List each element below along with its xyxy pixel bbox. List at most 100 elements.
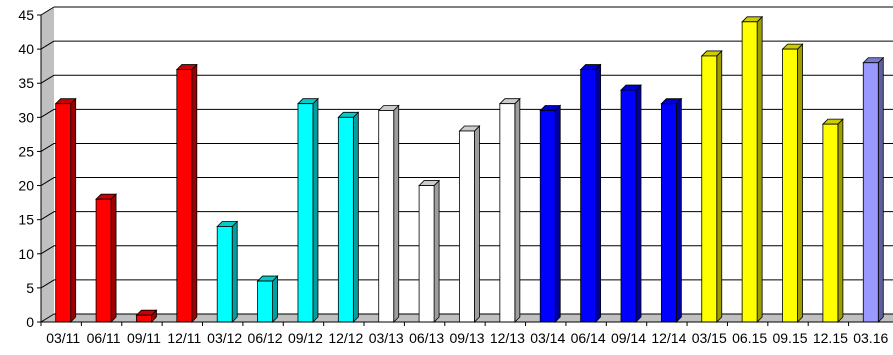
gridline-side: [40, 6, 55, 16]
bar-group: [418, 179, 441, 323]
bar: [176, 69, 193, 323]
bar-side: [474, 125, 480, 323]
bar-group: [135, 309, 158, 323]
bar-group: [296, 97, 319, 323]
gridline-side: [40, 279, 55, 289]
bar-side: [191, 63, 198, 323]
bar: [257, 280, 273, 323]
bar: [418, 185, 435, 323]
x-tick-label: 03/14: [530, 330, 565, 346]
x-tick-label: 06.15: [732, 330, 767, 346]
bar: [95, 198, 112, 323]
x-tick-label: 12/12: [328, 330, 363, 346]
bar: [862, 62, 879, 323]
gridline-side: [40, 143, 55, 152]
gridline-side: [40, 177, 55, 186]
bar-side: [70, 97, 77, 323]
x-tick-label: 09/13: [449, 330, 484, 346]
bar-side: [635, 84, 642, 323]
gridline-side: [40, 245, 55, 255]
x-tick-label: 06/14: [571, 330, 606, 346]
side-wall: [41, 7, 54, 322]
y-tick-label: 10: [18, 246, 34, 262]
gridline-side: [40, 74, 55, 84]
bar-group: [620, 84, 642, 323]
x-tick-label: 03/15: [692, 330, 727, 346]
y-tick-label: 20: [18, 178, 34, 194]
y-tick-label: 5: [26, 280, 34, 296]
bar: [782, 48, 798, 323]
x-axis: 03/11 06/11 09/11 12/11 03/12 06/12 09/12 12/12…: [40, 321, 893, 346]
bar: [620, 89, 637, 323]
x-tick-label: 12/11: [167, 330, 201, 346]
bar-group: [458, 125, 481, 323]
bar-side: [231, 220, 238, 323]
gridline-side: [40, 40, 55, 50]
bar-group: [741, 15, 764, 323]
x-tick-label: 03/11: [46, 330, 80, 346]
bar-side: [312, 97, 319, 323]
y-tick-label: 45: [18, 7, 34, 23]
y-tick-label: 15: [18, 212, 34, 228]
bar-group: [377, 104, 400, 323]
x-tick-label: 03/13: [369, 330, 404, 346]
bar: [741, 21, 758, 323]
bar-side: [716, 49, 723, 323]
x-tick-label: 06/13: [409, 330, 444, 346]
bar-side: [393, 104, 400, 323]
bar: [55, 103, 72, 323]
x-tick-label: 09/14: [611, 330, 646, 346]
gridline-side: [40, 108, 55, 118]
bar-group: [95, 193, 118, 323]
x-tick-label: 03/12: [207, 330, 242, 346]
x-tick-label: 06/12: [248, 330, 283, 346]
bar-side: [110, 193, 117, 323]
bar-group: [54, 97, 77, 323]
x-tick-label: 09/12: [288, 330, 323, 346]
bar-side: [797, 43, 803, 323]
x-tick-label: 12/13: [490, 330, 525, 346]
bar-group: [498, 97, 521, 323]
bar: [539, 110, 556, 323]
bar-group: [539, 104, 562, 323]
bar: [297, 103, 314, 323]
bar-side: [675, 97, 682, 323]
bar-side: [514, 97, 521, 323]
y-tick-label: 25: [18, 143, 34, 159]
y-tick-label: 40: [18, 41, 34, 57]
bar-group: [256, 275, 279, 323]
bar-group: [700, 49, 723, 323]
bar: [660, 103, 677, 323]
bar: [580, 69, 597, 323]
y-tick-label: 35: [18, 75, 34, 91]
bar-side: [877, 56, 884, 323]
bar-group: [579, 63, 602, 323]
bar-side: [554, 104, 561, 323]
bar-group: [175, 63, 198, 323]
gridline-side: [40, 313, 55, 323]
bar-side: [272, 275, 278, 323]
bar-side: [433, 179, 440, 323]
bar: [216, 226, 233, 323]
bar-group: [660, 97, 683, 323]
bars: [54, 15, 885, 323]
bar: [136, 314, 152, 323]
bar-side: [756, 15, 763, 323]
bar-group: [862, 56, 885, 323]
y-tick-label: 0: [26, 314, 34, 330]
bar: [459, 130, 475, 323]
bar-side: [352, 111, 359, 323]
bar-group: [216, 220, 239, 323]
bar: [378, 110, 395, 323]
bar-group: [781, 43, 804, 323]
x-tick-label: 12.15: [813, 330, 848, 346]
bar: [499, 103, 516, 323]
bar-group: [337, 111, 360, 323]
bar-side: [837, 118, 844, 323]
bar: [701, 55, 718, 323]
gridline-side: [40, 211, 55, 221]
bar: [822, 123, 839, 323]
x-tick-label: 09/11: [127, 330, 161, 346]
